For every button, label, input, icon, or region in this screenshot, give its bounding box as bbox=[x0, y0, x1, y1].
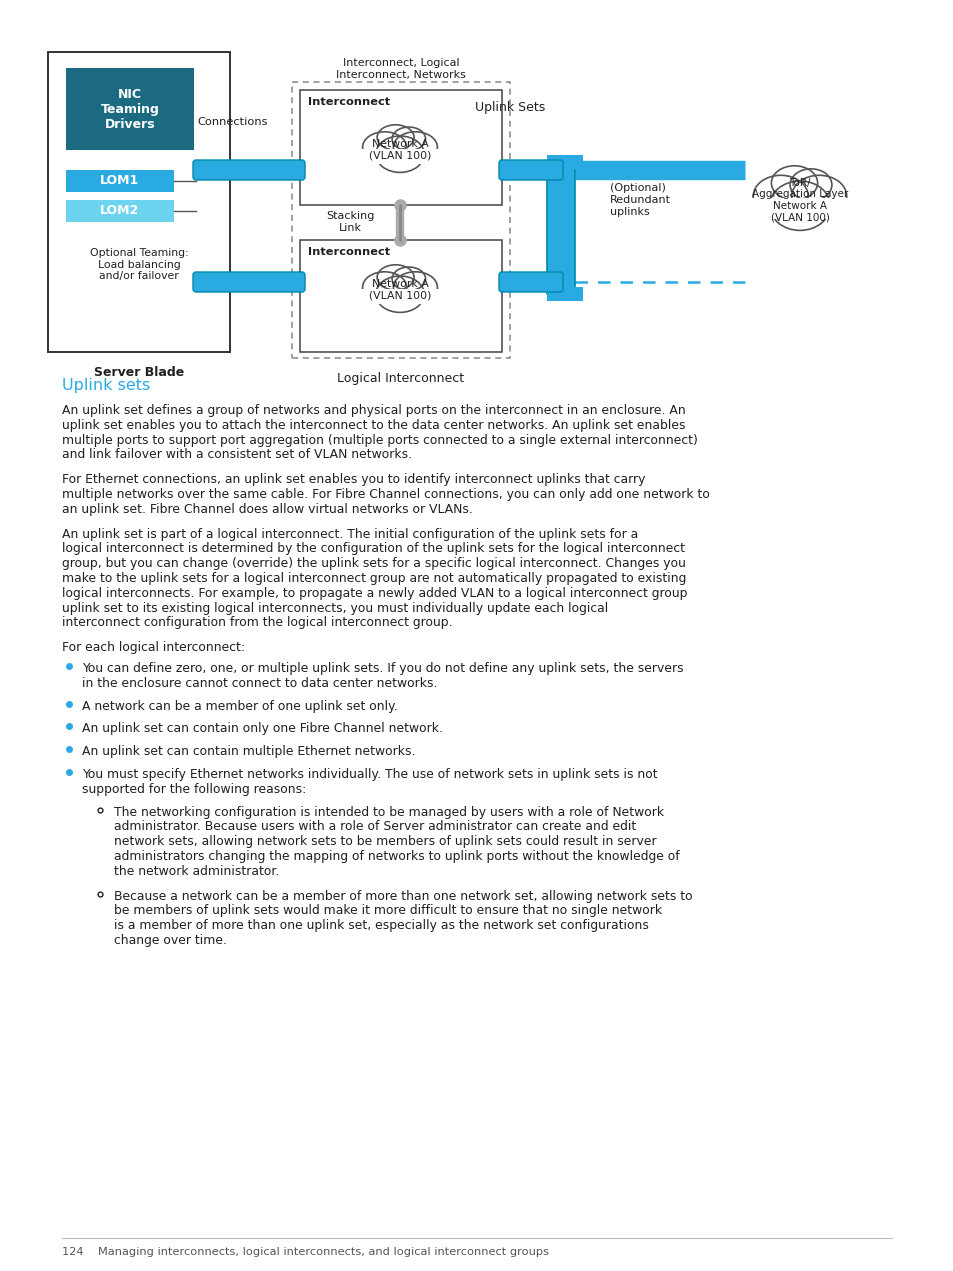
Bar bbox=[66, 170, 173, 192]
Text: Optional Teaming:
Load balancing
and/or failover: Optional Teaming: Load balancing and/or … bbox=[90, 248, 188, 281]
Bar bbox=[750, 198, 848, 219]
Text: make to the uplink sets for a logical interconnect group are not automatically p: make to the uplink sets for a logical in… bbox=[62, 572, 685, 585]
Text: The networking configuration is intended to be managed by users with a role of N: The networking configuration is intended… bbox=[113, 806, 663, 819]
Text: network sets, allowing network sets to be members of uplink sets could result in: network sets, allowing network sets to b… bbox=[113, 835, 656, 848]
Text: Interconnect, Logical
Interconnect, Networks: Interconnect, Logical Interconnect, Netw… bbox=[335, 58, 465, 80]
Text: Stacking
Link: Stacking Link bbox=[326, 211, 374, 233]
Bar bbox=[360, 149, 439, 164]
Text: the network administrator.: the network administrator. bbox=[113, 864, 279, 878]
Text: Interconnect: Interconnect bbox=[308, 97, 390, 107]
Bar bbox=[355, 282, 443, 304]
Bar bbox=[546, 155, 582, 169]
FancyBboxPatch shape bbox=[498, 160, 562, 180]
Text: and link failover with a consistent set of VLAN networks.: and link failover with a consistent set … bbox=[62, 449, 412, 461]
Text: An uplink set is part of a logical interconnect. The initial configuration of th: An uplink set is part of a logical inter… bbox=[62, 527, 638, 540]
Text: logical interconnects. For example, to propagate a newly added VLAN to a logical: logical interconnects. For example, to p… bbox=[62, 587, 687, 600]
Bar bbox=[292, 83, 510, 358]
Text: interconnect configuration from the logical interconnect group.: interconnect configuration from the logi… bbox=[62, 616, 452, 629]
Ellipse shape bbox=[771, 165, 817, 200]
Text: administrators changing the mapping of networks to uplink ports without the know: administrators changing the mapping of n… bbox=[113, 850, 679, 863]
Text: Network A
(VLAN 100): Network A (VLAN 100) bbox=[369, 140, 431, 161]
Text: be members of uplink sets would make it more difficult to ensure that no single : be members of uplink sets would make it … bbox=[113, 905, 661, 918]
Ellipse shape bbox=[392, 267, 425, 291]
Text: logical interconnect is determined by the configuration of the uplink sets for t: logical interconnect is determined by th… bbox=[62, 543, 684, 555]
Text: uplink set to its existing logical interconnects, you must individually update e: uplink set to its existing logical inter… bbox=[62, 601, 608, 615]
Ellipse shape bbox=[375, 276, 424, 313]
Bar bbox=[299, 90, 501, 205]
Text: An uplink set defines a group of networks and physical ports on the interconnect: An uplink set defines a group of network… bbox=[62, 404, 685, 417]
Ellipse shape bbox=[753, 175, 807, 217]
Text: uplink set enables you to attach the interconnect to the data center networks. A: uplink set enables you to attach the int… bbox=[62, 419, 685, 432]
Bar bbox=[48, 52, 230, 352]
Text: Connections: Connections bbox=[197, 117, 268, 127]
Ellipse shape bbox=[393, 272, 436, 302]
Text: LOM2: LOM2 bbox=[100, 205, 139, 217]
Text: A network can be a member of one uplink set only.: A network can be a member of one uplink … bbox=[82, 699, 397, 713]
Text: Server Blade: Server Blade bbox=[93, 366, 184, 379]
Bar bbox=[299, 240, 501, 352]
FancyBboxPatch shape bbox=[193, 272, 305, 292]
Text: ToR/
Aggregation Layer
Network A
(VLAN 100): ToR/ Aggregation Layer Network A (VLAN 1… bbox=[751, 178, 847, 222]
Ellipse shape bbox=[375, 136, 424, 173]
Text: LOM1: LOM1 bbox=[100, 174, 139, 188]
Bar bbox=[546, 161, 575, 294]
Text: (Optional)
Redundant
uplinks: (Optional) Redundant uplinks bbox=[609, 183, 670, 216]
Text: An uplink set can contain only one Fibre Channel network.: An uplink set can contain only one Fibre… bbox=[82, 722, 442, 736]
Ellipse shape bbox=[791, 175, 846, 217]
Bar bbox=[360, 289, 439, 304]
Ellipse shape bbox=[376, 125, 414, 150]
Bar bbox=[355, 141, 443, 164]
Bar bbox=[66, 69, 193, 150]
Text: For each logical interconnect:: For each logical interconnect: bbox=[62, 641, 245, 655]
Text: You must specify Ethernet networks individually. The use of network sets in upli: You must specify Ethernet networks indiv… bbox=[82, 768, 657, 780]
Text: Network A
(VLAN 100): Network A (VLAN 100) bbox=[369, 280, 431, 301]
Text: You can define zero, one, or multiple uplink sets. If you do not define any upli: You can define zero, one, or multiple up… bbox=[82, 662, 683, 675]
Ellipse shape bbox=[393, 132, 436, 163]
Text: Uplink sets: Uplink sets bbox=[62, 377, 150, 393]
Text: group, but you can change (override) the uplink sets for a specific logical inte: group, but you can change (override) the… bbox=[62, 557, 685, 571]
Text: NIC
Teaming
Drivers: NIC Teaming Drivers bbox=[100, 88, 159, 131]
Text: multiple ports to support port aggregation (multiple ports connected to a single: multiple ports to support port aggregati… bbox=[62, 433, 698, 446]
Bar bbox=[744, 188, 854, 219]
Text: change over time.: change over time. bbox=[113, 934, 227, 947]
Text: multiple networks over the same cable. For Fibre Channel connections, you can on: multiple networks over the same cable. F… bbox=[62, 488, 709, 501]
Text: an uplink set. Fibre Channel does allow virtual networks or VLANs.: an uplink set. Fibre Channel does allow … bbox=[62, 503, 473, 516]
Text: Because a network can be a member of more than one network set, allowing network: Because a network can be a member of mor… bbox=[113, 890, 692, 902]
Ellipse shape bbox=[789, 169, 831, 201]
Text: administrator. Because users with a role of Server administrator can create and : administrator. Because users with a role… bbox=[113, 820, 636, 834]
Text: Uplink Sets: Uplink Sets bbox=[475, 102, 545, 114]
Ellipse shape bbox=[376, 264, 414, 290]
Ellipse shape bbox=[769, 180, 829, 230]
Bar bbox=[66, 200, 173, 222]
Text: 124    Managing interconnects, logical interconnects, and logical interconnect g: 124 Managing interconnects, logical inte… bbox=[62, 1247, 548, 1257]
Text: is a member of more than one uplink set, especially as the network set configura: is a member of more than one uplink set,… bbox=[113, 919, 648, 932]
Bar bbox=[546, 287, 582, 301]
Text: For Ethernet connections, an uplink set enables you to identify interconnect upl: For Ethernet connections, an uplink set … bbox=[62, 473, 645, 487]
Text: in the enclosure cannot connect to data center networks.: in the enclosure cannot connect to data … bbox=[82, 676, 437, 690]
FancyBboxPatch shape bbox=[498, 272, 562, 292]
Ellipse shape bbox=[362, 272, 406, 302]
Ellipse shape bbox=[362, 132, 406, 163]
FancyBboxPatch shape bbox=[193, 160, 305, 180]
Ellipse shape bbox=[392, 127, 425, 150]
Text: supported for the following reasons:: supported for the following reasons: bbox=[82, 783, 306, 796]
Text: Interconnect: Interconnect bbox=[308, 247, 390, 257]
Text: Logical Interconnect: Logical Interconnect bbox=[337, 372, 464, 385]
Text: An uplink set can contain multiple Ethernet networks.: An uplink set can contain multiple Ether… bbox=[82, 745, 416, 759]
